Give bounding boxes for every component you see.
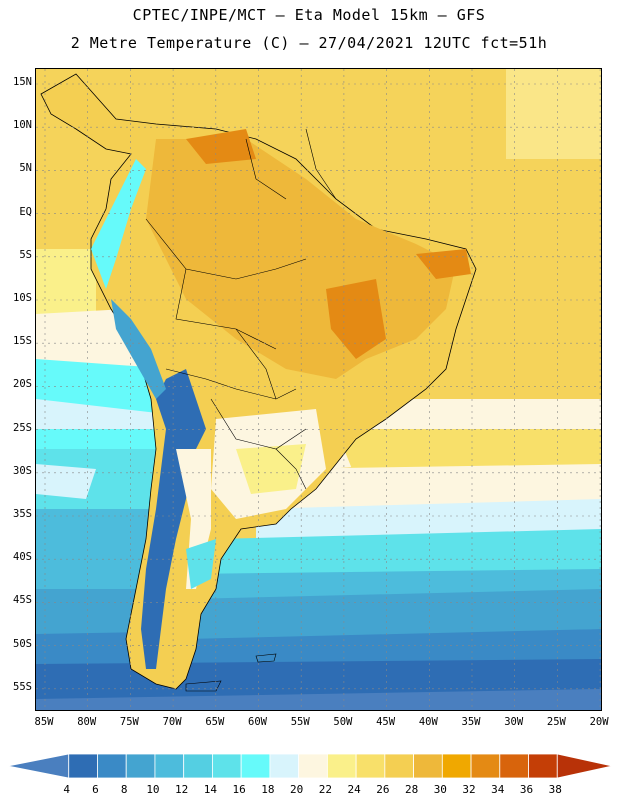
lat-label-30s: 30S [13,464,32,477]
lon-label-30w: 30W [504,716,524,728]
hot-spot-central [326,279,386,359]
pacific-cool-patch [36,399,171,429]
lon-label-40w: 40W [418,716,438,728]
colorbar-level-label: 26 [376,783,390,796]
lat-label-5n: 5N [19,162,32,175]
colorbar-level-label: 36 [519,783,534,796]
lat-label-45s: 45S [13,594,32,607]
falkland-islands [255,653,277,663]
lon-label-55w: 55W [290,716,310,728]
colorbar-swatch [7,753,70,779]
colorbar-level-label: 6 [92,783,99,796]
lon-label-35w: 35W [461,716,481,728]
temperature-map [35,68,602,711]
colorbar-swatch [556,753,613,779]
central-andes-cold [111,299,166,399]
lon-label-25w: 25W [546,716,566,728]
lat-label-20s: 20S [13,378,32,391]
colorbar-level-label: 4 [63,783,71,796]
colorbar-level-label: 32 [462,783,476,796]
colorbar-swatch [269,753,300,779]
colorbar-swatch [470,753,501,779]
colorbar-swatch [97,753,127,779]
lat-label-40s: 40S [13,551,32,564]
colorbar-level-label: 34 [491,783,505,796]
lat-label-50s: 50S [13,637,32,650]
colorbar-level-label: 18 [261,783,275,796]
atlantic-coldest-band [186,589,601,639]
colorbar-level-label: 16 [232,783,246,796]
colorbar-level-label: 30 [433,783,447,796]
colorbar-swatch [441,753,472,779]
colorbar-level-label: 28 [404,783,419,796]
map-gridlines [36,69,601,710]
lon-label-85w: 85W [34,716,54,728]
colorbar-level-label: 38 [548,783,562,796]
colorbar-level-label: 24 [347,783,361,796]
patagonia-cool [186,539,216,589]
lat-label-35s: 35S [13,508,32,520]
colorbar-swatch [326,753,357,779]
chart-subtitle: 2 Metre Temperature (C) – 27/04/2021 12U… [70,34,548,52]
lat-label-15s: 15S [13,335,32,348]
colorbar-swatch [413,753,443,779]
southern-edge [36,689,601,710]
country-borders [145,128,337,490]
chart-title: CPTEC/INPE/MCT – Eta Model 15km – GFS [132,6,486,24]
northern-andes-cool [91,159,146,289]
lat-label-55s: 55S [13,680,32,693]
colorbar [7,753,613,779]
lat-label-10s: 10S [13,292,32,304]
lat-label-10n: 10N [13,119,32,132]
colorbar-level-label: 22 [318,783,332,796]
colorbar-swatch [499,753,529,779]
hot-spot-north [186,129,256,164]
lat-label-15n: 15N [13,76,32,88]
colorbar-swatch [125,753,156,779]
colorbar-swatch [528,753,558,779]
lat-label-5s: 5S [19,248,32,261]
lon-label-60w: 60W [248,716,267,728]
ocean-band-northeast [506,69,601,159]
lon-label-70w: 70W [162,716,182,728]
colorbar-level-label: 14 [203,783,218,796]
lon-label-80w: 80W [77,716,97,728]
colorbar-level-label: 10 [146,783,160,796]
lat-label-25s: 25S [13,421,32,434]
lat-label-eq: EQ [19,205,32,218]
lon-label-65w: 65W [205,716,225,728]
southern-plains-warm [236,444,306,494]
lon-label-20w: 20W [589,716,609,728]
colorbar-swatch [240,753,271,779]
lon-label-50w: 50W [333,716,353,728]
colorbar-swatch [298,753,328,779]
colorbar-level-label: 20 [290,783,304,796]
colorbar-swatch [154,753,185,779]
andes-cold-region [141,369,206,669]
colorbar-swatch [212,753,242,779]
colorbar-swatch [384,753,414,779]
lon-label-45w: 45W [376,716,396,728]
pacific-pale-patch [36,464,96,499]
colorbar-swatch [183,753,213,779]
colorbar-level-label: 12 [175,783,189,796]
colorbar-level-label: 8 [120,783,128,796]
lon-label-75w: 75W [119,716,139,728]
map-canvas [36,69,601,710]
colorbar-swatch [355,753,386,779]
colorbar-swatch [68,753,98,779]
